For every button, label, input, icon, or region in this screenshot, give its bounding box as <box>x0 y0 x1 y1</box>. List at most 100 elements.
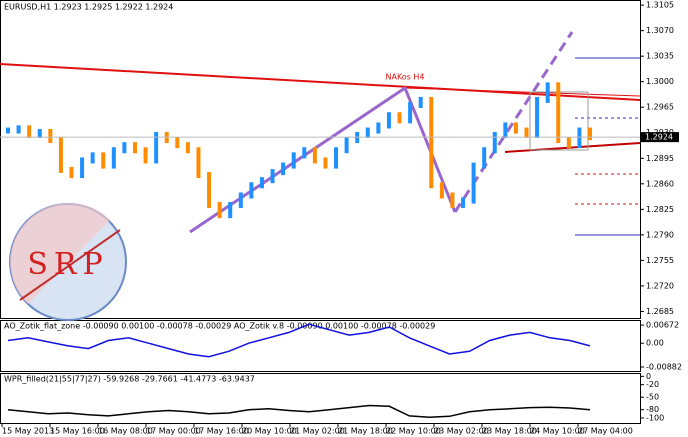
x-tick-label: 21 May 02:00 <box>290 427 345 436</box>
price-bar <box>408 102 413 124</box>
y-tick-label: 1.2685 <box>646 307 674 316</box>
indicator-title: AO_Zotik_flat_zone -0.00090 0.00100 -0.0… <box>4 322 435 331</box>
price-bar <box>503 122 508 138</box>
y-tick-label: 1.2895 <box>646 154 674 163</box>
indicator-title: WPR_filled(21|55|77|27) -59.9268 -29.766… <box>4 375 255 384</box>
price-bar <box>429 96 434 189</box>
y-tick-label: 1.2720 <box>646 281 674 290</box>
price-bar <box>482 147 487 169</box>
x-tick-label: 16 May 08:00 <box>98 427 153 436</box>
price-bar <box>535 96 540 138</box>
price-bar <box>471 162 476 204</box>
price-bar <box>513 122 518 134</box>
y-tick-label: -50 <box>646 393 659 402</box>
indicator-line <box>7 404 591 418</box>
price-bar <box>122 142 127 154</box>
x-tick-label: 15 May 16:00 <box>50 427 105 436</box>
current-price: 1.2924 <box>645 133 673 142</box>
price-bar <box>524 127 529 138</box>
x-tick-label: 23 May 18:00 <box>482 427 537 436</box>
trend-line <box>404 87 641 97</box>
price-bar <box>376 122 381 134</box>
price-bar <box>386 112 391 129</box>
y-tick-label: 1.3105 <box>646 1 674 10</box>
price-bar <box>175 137 180 149</box>
y-tick-label: 1.2965 <box>646 103 674 112</box>
y-tick-label: 1.2755 <box>646 256 674 265</box>
x-tick-label: 23 May 02:00 <box>434 427 489 436</box>
y-tick-label: 1.2790 <box>646 230 674 239</box>
price-bar <box>37 129 42 138</box>
price-bar <box>6 127 10 134</box>
price-bar <box>207 172 212 208</box>
price-bar <box>334 147 339 169</box>
price-bar <box>577 127 582 149</box>
logo-text: SRP <box>27 247 108 282</box>
price-bar <box>312 147 317 164</box>
price-bar <box>365 127 370 138</box>
price-bar <box>566 137 571 149</box>
x-tick-label: 27 May 04:00 <box>578 427 633 436</box>
price-bar <box>27 125 32 138</box>
price-bar <box>185 142 190 154</box>
price-bar <box>439 182 444 199</box>
logo-arrow <box>19 229 121 301</box>
y-tick-label: -20 <box>646 380 659 389</box>
x-tick-label: 20 May 10:00 <box>242 427 297 436</box>
price-bar <box>101 152 106 169</box>
price-bar <box>228 201 233 219</box>
price-bar <box>132 142 137 154</box>
indicator-line <box>7 323 591 358</box>
y-tick-label: 0.00672 <box>646 321 679 330</box>
price-bar <box>461 197 466 208</box>
price-bar <box>143 147 148 164</box>
price-bar <box>238 192 243 208</box>
price-bar <box>111 147 116 169</box>
x-tick-label: 21 May 18:00 <box>338 427 393 436</box>
x-tick-label: 17 May 16:00 <box>194 427 249 436</box>
price-bar <box>281 162 286 176</box>
logo: SRP <box>9 203 127 321</box>
price-bar <box>80 157 85 179</box>
price-bar <box>418 96 423 109</box>
price-bar <box>397 112 402 124</box>
x-tick-label: 22 May 10:00 <box>386 427 441 436</box>
y-tick-label: -0.00882 <box>646 363 682 372</box>
y-tick-label: 1.2860 <box>646 179 674 188</box>
price-bar <box>291 152 296 169</box>
symbol-header: EURUSD,H1 1.2923 1.2925 1.2922 1.2924 <box>4 3 173 12</box>
price-bar <box>154 131 159 164</box>
price-box <box>641 132 679 143</box>
logo-shade <box>9 203 110 304</box>
price-bar <box>196 147 201 179</box>
x-tick-label: 24 May 10:00 <box>530 427 585 436</box>
y-tick-label: 1.2825 <box>646 205 674 214</box>
y-tick-label: 0 <box>646 372 651 381</box>
x-tick-label: 17 May 00:00 <box>146 427 201 436</box>
price-bar <box>16 125 21 134</box>
price-bar <box>217 201 222 219</box>
price-bar <box>90 152 95 164</box>
y-tick-label: 0.00 <box>646 339 664 348</box>
y-tick-label: 1.3070 <box>646 26 674 35</box>
ao-panel <box>0 320 641 372</box>
y-tick-label: 1.3035 <box>646 52 674 61</box>
price-bar <box>492 131 497 154</box>
price-bar <box>556 82 561 144</box>
price-bar <box>302 147 307 159</box>
price-bar <box>545 82 550 103</box>
price-bar <box>450 192 455 208</box>
trend-line <box>0 63 641 101</box>
price-bar <box>323 157 328 169</box>
price-bar <box>344 137 349 154</box>
y-tick-label: 1.3000 <box>646 77 674 86</box>
price-bar <box>249 182 254 199</box>
price-bar <box>48 129 53 144</box>
price-bar <box>69 166 74 179</box>
annotation: NAKos H4 <box>385 73 424 82</box>
y-tick-label: -100 <box>646 414 664 423</box>
x-tick-label: 15 May 2013 <box>2 427 54 436</box>
trend-line <box>504 142 641 153</box>
price-bar <box>270 169 275 184</box>
